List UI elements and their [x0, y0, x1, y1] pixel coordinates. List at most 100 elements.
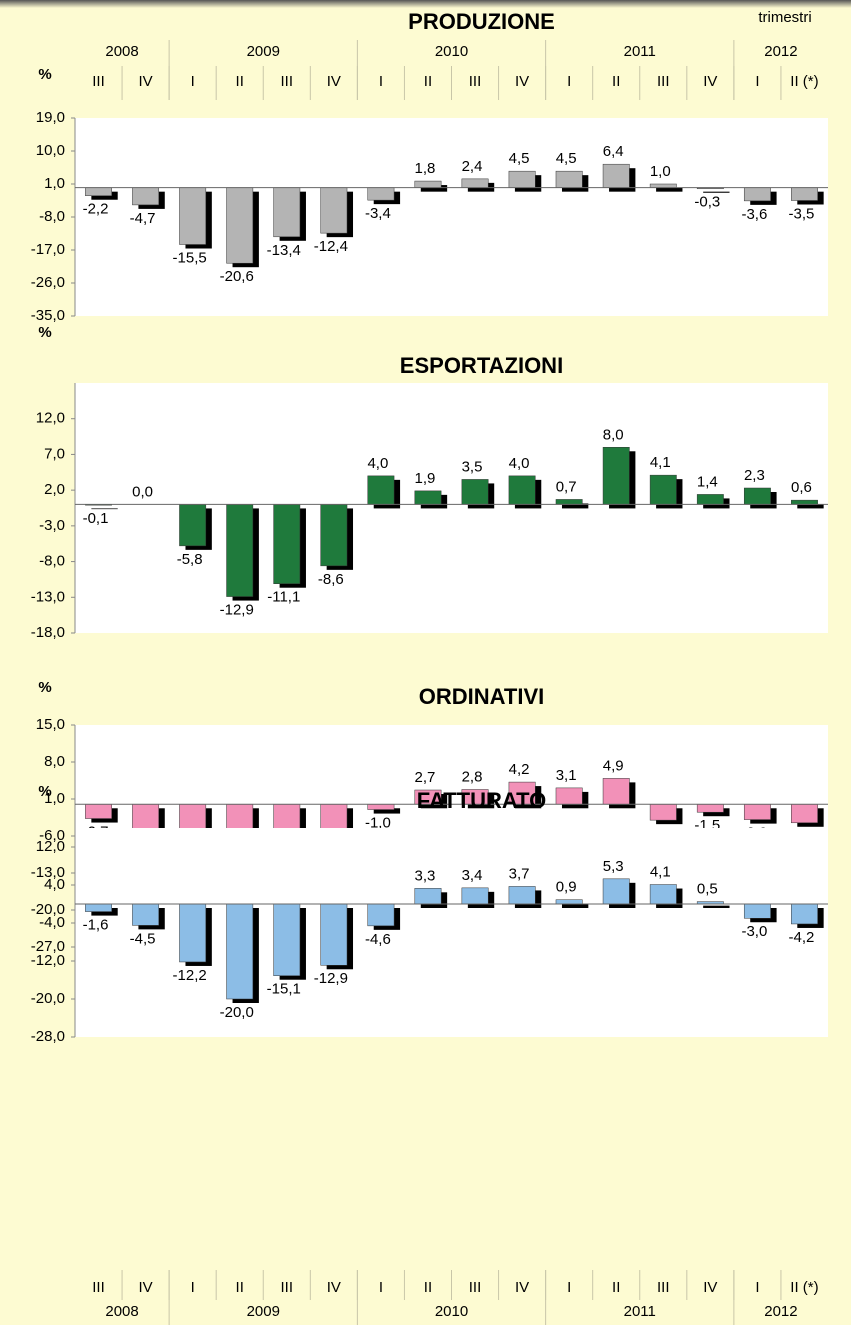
value-label: 4,5: [556, 150, 577, 167]
y-tick-label: -13,0: [31, 864, 65, 881]
value-label: 1,8: [415, 160, 436, 177]
bar: [85, 187, 112, 196]
value-label: -12,4: [314, 238, 348, 255]
value-label: 4,2: [509, 761, 530, 778]
year-label: 2010: [435, 1303, 468, 1320]
bar: [367, 804, 395, 810]
value-label: 4,0: [509, 455, 530, 472]
bar: [367, 903, 395, 927]
y-tick-label: -20,0: [31, 990, 65, 1007]
bar: [461, 479, 489, 505]
bar: [132, 903, 160, 926]
value-label: 1,9: [415, 470, 436, 487]
bar: [602, 163, 630, 188]
value-label: 5,3: [603, 858, 624, 875]
quarter-label: I: [191, 1279, 195, 1296]
bar: [743, 187, 771, 202]
quarter-label: III: [281, 73, 294, 90]
y-tick-label: -6,0: [39, 827, 65, 844]
quarter-label: II (*): [790, 73, 818, 90]
value-label: -12,2: [173, 967, 207, 984]
y-tick-label: 10,0: [36, 142, 65, 159]
value-label: 3,1: [556, 767, 577, 784]
bar: [179, 903, 207, 963]
value-label: -3,6: [741, 206, 767, 223]
quarter-label: I: [379, 1279, 383, 1296]
quarter-label: I: [755, 73, 759, 90]
year-label: 2009: [247, 1303, 280, 1320]
bar: [743, 487, 771, 505]
value-label: 2,4: [462, 158, 483, 175]
value-label: 8,0: [603, 426, 624, 443]
bar: [85, 804, 112, 819]
y-tick-label: -17,0: [31, 241, 65, 258]
value-label: -4,7: [130, 210, 156, 227]
bar-shadow: [561, 503, 589, 509]
y-tick-label: 19,0: [36, 109, 65, 126]
value-label: -15,1: [267, 981, 301, 998]
value-label: 4,1: [650, 454, 671, 471]
value-label: -13,4: [267, 242, 301, 259]
bar: [85, 903, 112, 912]
quarter-label: III: [92, 1279, 105, 1296]
bar: [602, 778, 630, 805]
year-label: 2012: [764, 1303, 797, 1320]
value-label: 0,7: [556, 478, 577, 495]
value-label: 2,3: [744, 467, 765, 484]
y-unit: %: [38, 324, 51, 341]
value-label: 0,5: [697, 881, 718, 898]
bar: [508, 886, 536, 905]
y-unit: %: [38, 679, 51, 696]
y-tick-label: -28,0: [31, 1028, 65, 1045]
value-label: -3,5: [789, 205, 815, 222]
bar-shadow: [656, 188, 683, 192]
value-label: 4,0: [367, 455, 388, 472]
value-label: -1,6: [83, 917, 109, 934]
bar: [273, 903, 301, 976]
chart-title: FATTURATO: [417, 788, 547, 813]
quarter-label: III: [92, 73, 105, 90]
bar-shadow: [561, 903, 589, 908]
bar: [273, 504, 301, 584]
bar: [555, 787, 583, 805]
value-label: -5,8: [177, 551, 203, 568]
year-label: 2009: [247, 43, 280, 60]
y-unit: %: [38, 66, 51, 83]
quarter-label: II: [236, 1279, 244, 1296]
bar: [320, 187, 348, 234]
value-label: -2,2: [83, 201, 109, 218]
quarter-label: IV: [327, 73, 341, 90]
y-tick-label: -4,0: [39, 914, 65, 931]
chart-title: ESPORTAZIONI: [400, 353, 563, 378]
bar: [602, 447, 630, 505]
quarter-label: II: [236, 73, 244, 90]
bar: [414, 888, 442, 905]
bar: [179, 187, 207, 245]
period-note: trimestri: [758, 9, 811, 26]
value-label: -12,9: [314, 970, 348, 987]
bar-shadow: [373, 808, 401, 814]
bar: [743, 903, 771, 919]
value-label: 0,0: [132, 483, 153, 500]
quarter-label: II: [612, 73, 620, 90]
value-label: 6,4: [603, 143, 624, 160]
y-tick-label: -18,0: [31, 624, 65, 641]
value-label: -1,0: [365, 815, 391, 832]
bar: [696, 494, 724, 505]
quarter-label: IV: [515, 73, 529, 90]
bar: [602, 878, 630, 905]
bar-shadow: [703, 905, 730, 908]
bar: [791, 187, 818, 201]
bar: [367, 187, 395, 201]
bar: [743, 804, 771, 820]
bar: [555, 499, 583, 505]
quarter-label: III: [657, 73, 670, 90]
bar: [226, 187, 254, 264]
quarter-label: IV: [703, 73, 717, 90]
value-label: -20,0: [220, 1004, 254, 1021]
bar: [555, 170, 583, 188]
quarter-label: I: [567, 73, 571, 90]
bar: [461, 178, 489, 188]
quarter-label: II: [424, 1279, 432, 1296]
